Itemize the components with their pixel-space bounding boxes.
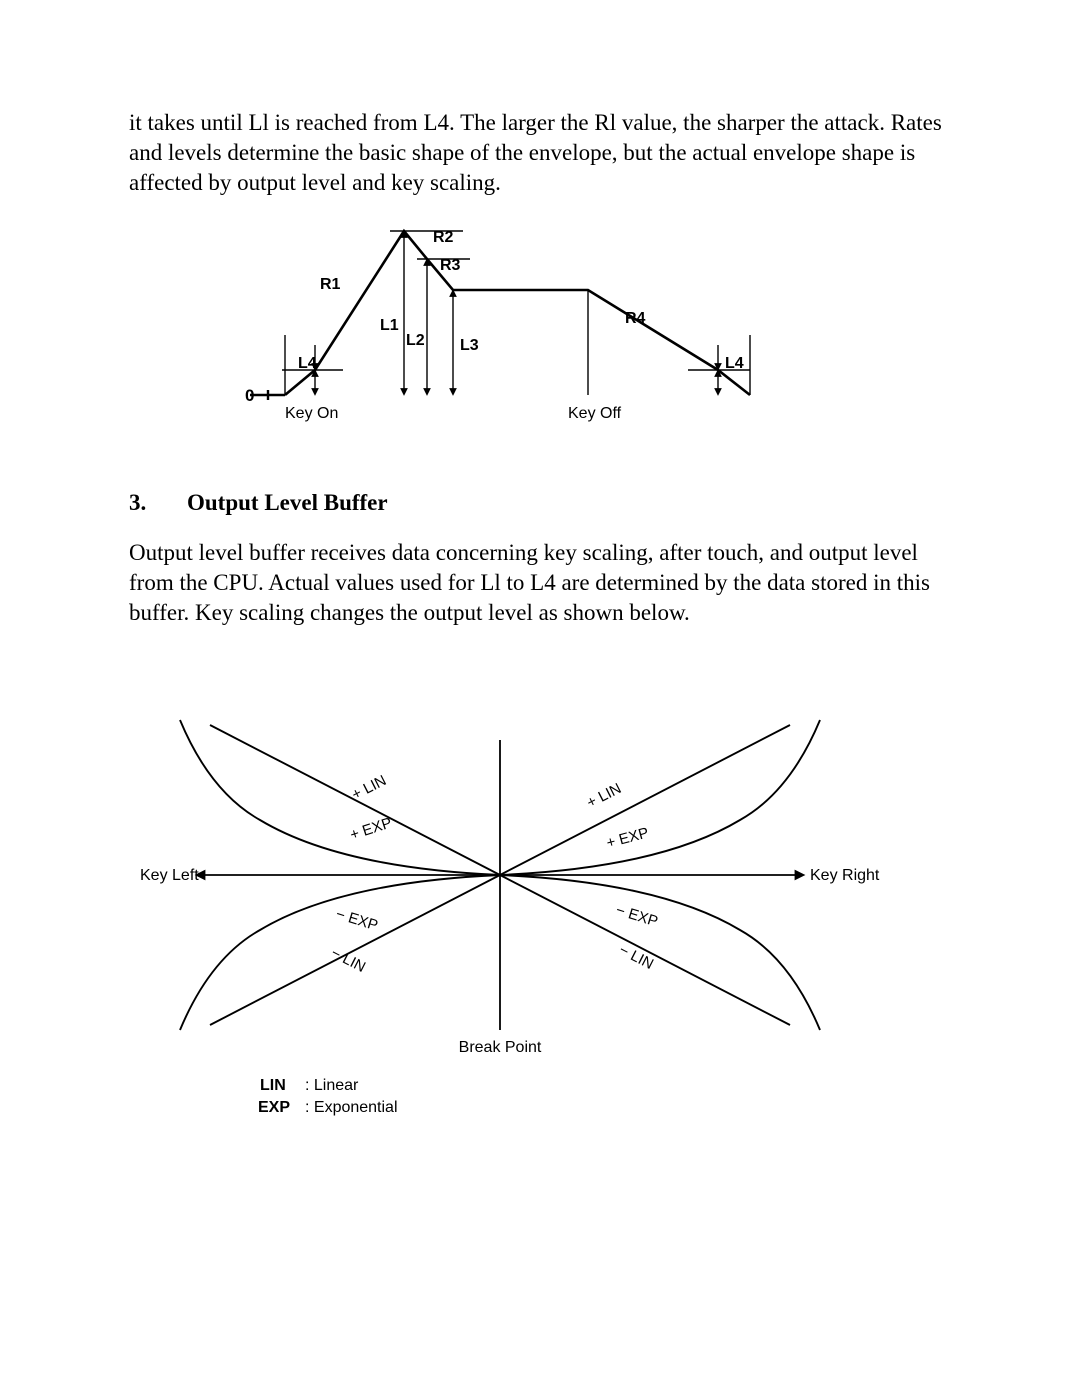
heading-number: 3. bbox=[129, 490, 146, 516]
label-plus-exp-right: + EXP bbox=[605, 824, 651, 852]
label-key-on: Key On bbox=[285, 405, 338, 422]
heading-title: Output Level Buffer bbox=[187, 490, 388, 516]
legend-exp-key: EXP bbox=[258, 1099, 290, 1116]
envelope-diagram: R1 R2 R3 R4 L1 L2 L3 L4 L4 0 Key On Key … bbox=[190, 215, 890, 445]
intro-paragraph: it takes until Ll is reached from L4. Th… bbox=[129, 108, 959, 198]
label-l4-right: L4 bbox=[725, 355, 744, 372]
label-key-left: Key Left bbox=[140, 867, 199, 884]
label-key-right: Key Right bbox=[810, 867, 880, 884]
label-l3: L3 bbox=[460, 337, 479, 354]
label-minus-exp-right: − EXP bbox=[614, 902, 660, 931]
page: it takes until Ll is reached from L4. Th… bbox=[0, 0, 1080, 1397]
label-l1: L1 bbox=[380, 317, 399, 334]
label-r3: R3 bbox=[440, 257, 461, 274]
label-plus-lin-left: + LIN bbox=[349, 772, 389, 804]
label-l2: L2 bbox=[406, 332, 425, 349]
legend-lin-key: LIN bbox=[260, 1077, 286, 1094]
legend-exp-val: : Exponential bbox=[305, 1099, 398, 1116]
label-key-off: Key Off bbox=[568, 405, 622, 422]
label-plus-exp-left: + EXP bbox=[348, 814, 394, 843]
output-level-paragraph: Output level buffer receives data concer… bbox=[129, 538, 959, 628]
label-r1: R1 bbox=[320, 276, 341, 293]
label-plus-lin-right: + LIN bbox=[584, 780, 624, 812]
legend-lin-val: : Linear bbox=[305, 1077, 359, 1094]
keyscale-diagram: + LIN + EXP − EXP − LIN + LIN + EXP − EX… bbox=[140, 700, 940, 1130]
label-r2: R2 bbox=[433, 229, 454, 246]
label-l4-left: L4 bbox=[298, 355, 317, 372]
label-zero: 0 bbox=[245, 386, 254, 405]
label-minus-exp-left: − EXP bbox=[334, 906, 380, 935]
label-r4: R4 bbox=[625, 310, 646, 327]
label-break-point: Break Point bbox=[459, 1039, 542, 1056]
label-minus-lin-left: − LIN bbox=[328, 944, 368, 976]
